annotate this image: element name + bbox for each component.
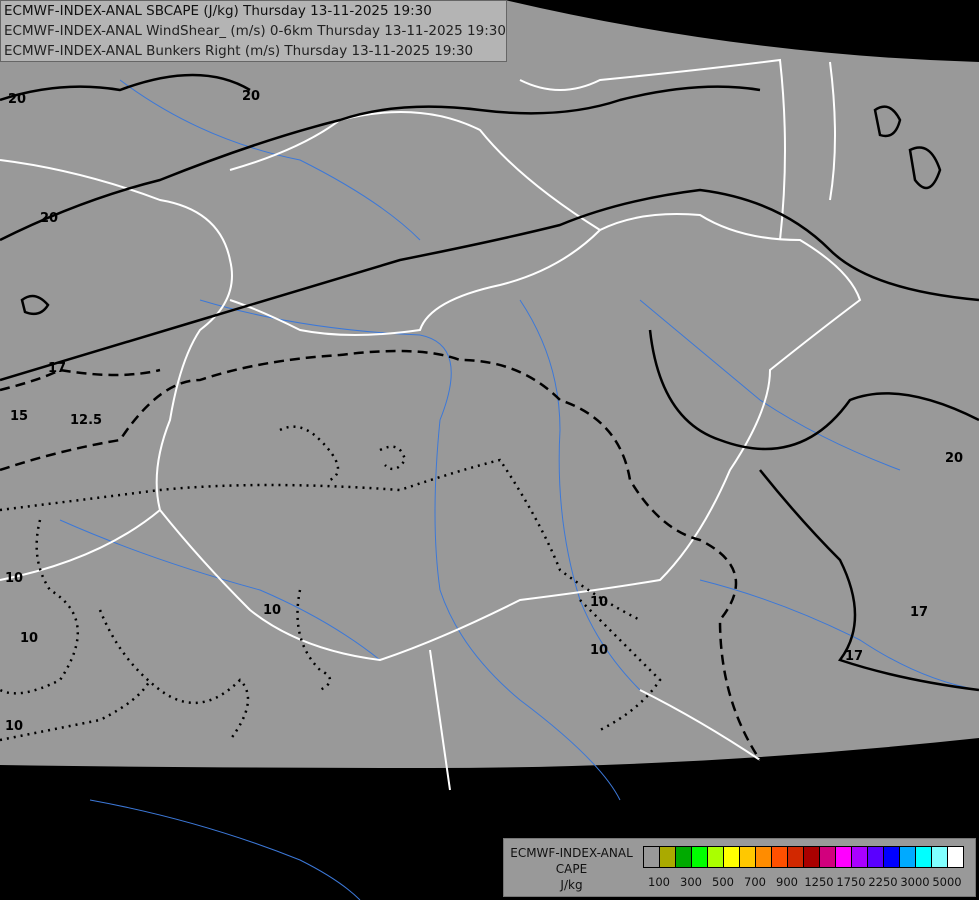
legend-color-scale [643,846,964,868]
legend-swatch [852,847,868,867]
legend-swatch [772,847,788,867]
legend-tick-label: 900 [776,875,798,889]
contour-label-10: 10 [5,719,23,734]
legend-swatch [708,847,724,867]
contour-label-20: 20 [945,451,963,466]
contour-label-20: 20 [40,211,58,226]
contour-label-17: 17 [910,605,928,620]
contour-label-12-5: 12.5 [70,413,102,428]
cape-contours [0,425,662,742]
contour-label-10: 10 [590,643,608,658]
contour-labels: 20 20 20 20 17 17 17 15 12.5 10 10 10 10… [5,89,963,734]
contour-label-10: 10 [20,631,38,646]
legend-tick-label: 100 [648,875,670,889]
legend-swatch [884,847,900,867]
title-windshear: ECMWF-INDEX-ANAL WindShear_ (m/s) 0-6km … [4,23,506,39]
legend-swatch [900,847,916,867]
contour-label-10: 10 [263,603,281,618]
legend-swatch [740,847,756,867]
legend-tick-label: 5000 [932,875,962,889]
legend-title-model: ECMWF-INDEX-ANAL [510,846,633,860]
legend-swatch [868,847,884,867]
legend-tick-label: 3000 [900,875,930,889]
legend-tick-label: 1750 [836,875,866,889]
country-borders [0,58,862,791]
legend-tick-label: 1250 [804,875,834,889]
legend-swatch [932,847,948,867]
bunkers-contours [0,349,762,761]
legend-swatch [820,847,836,867]
legend-swatch [836,847,852,867]
legend-tick-label: 500 [712,875,734,889]
legend-tick-label: 2250 [868,875,898,889]
legend-swatch [916,847,932,867]
windshear-contours [0,73,979,692]
contour-label-20: 20 [8,92,26,107]
legend-tick-label: 700 [744,875,766,889]
contour-label-10: 10 [5,571,23,586]
legend-swatch [692,847,708,867]
legend-swatch [756,847,772,867]
contour-label-20: 20 [242,89,260,104]
legend-title-field: CAPE [555,862,588,876]
legend-swatch [948,847,963,867]
legend-swatch [724,847,740,867]
contour-label-17: 17 [845,649,863,664]
model-domain [0,0,979,768]
legend-swatch [804,847,820,867]
contour-label-10: 10 [590,595,608,610]
contour-label-17: 17 [48,361,66,376]
cape-legend: ECMWF-INDEX-ANAL CAPE J/kg 100 300 500 700 9… [503,838,976,897]
legend-swatch [676,847,692,867]
legend-swatch [660,847,676,867]
legend-ticks: 100 300 500 700 900 1250 1750 2250 3000 5000 [643,875,965,895]
title-sbcape: ECMWF-INDEX-ANAL SBCAPE (J/kg) Thursday … [4,3,432,19]
contour-label-15: 15 [10,409,28,424]
legend-swatch [788,847,804,867]
title-bunkers: ECMWF-INDEX-ANAL Bunkers Right (m/s) Thu… [4,43,474,59]
legend-title-unit: J/kg [560,878,583,892]
map-title-box: ECMWF-INDEX-ANAL SBCAPE (J/kg) Thursday … [0,0,507,62]
legend-tick-label: 300 [680,875,702,889]
legend-title: ECMWF-INDEX-ANAL CAPE J/kg [504,845,639,893]
legend-swatch [644,847,660,867]
